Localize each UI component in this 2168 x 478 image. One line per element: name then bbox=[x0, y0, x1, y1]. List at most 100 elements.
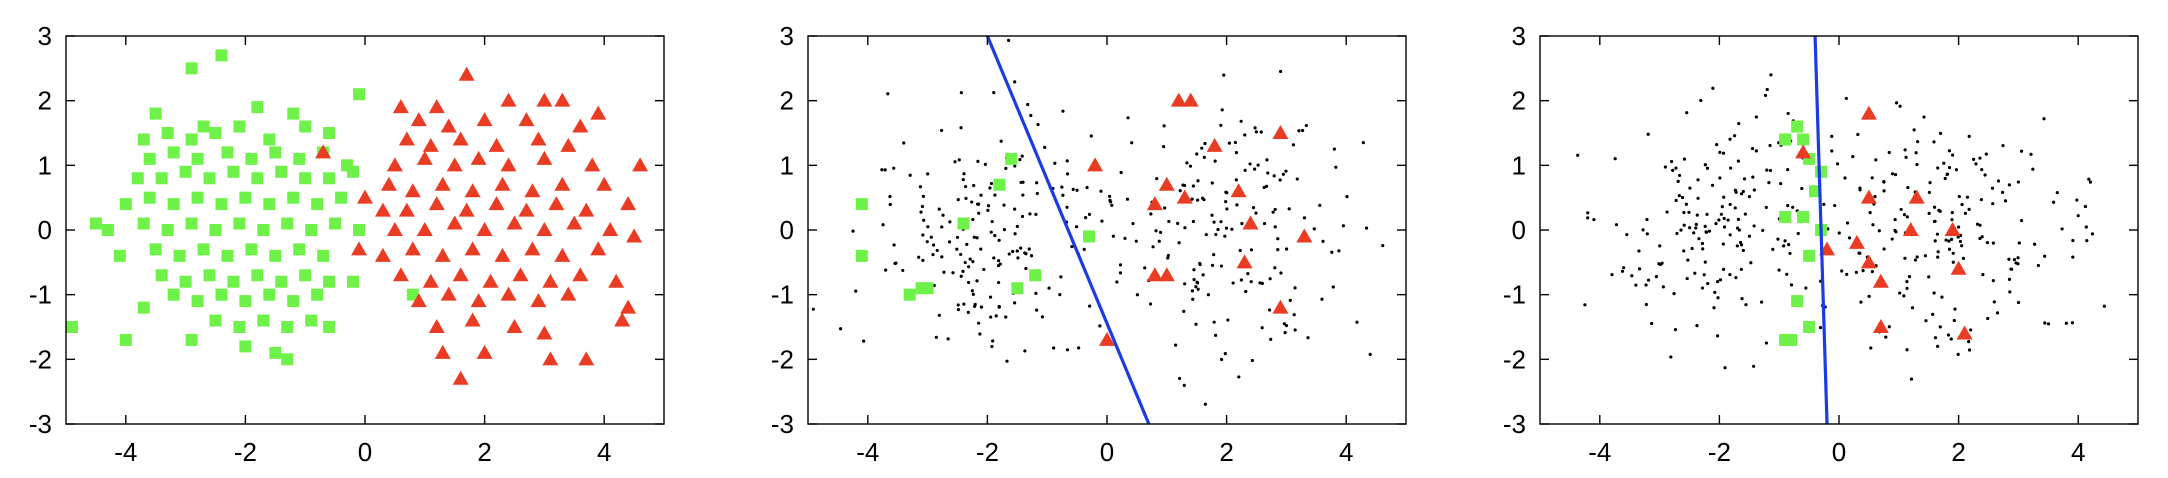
data-point-square bbox=[209, 314, 222, 327]
data-point-dot bbox=[964, 196, 968, 200]
data-point-dot bbox=[1867, 294, 1871, 298]
data-point-dot bbox=[1950, 218, 1954, 222]
data-point-dot bbox=[1276, 248, 1280, 252]
data-point-dot bbox=[1015, 224, 1019, 229]
data-point-dot bbox=[986, 208, 990, 212]
series-square bbox=[66, 49, 419, 366]
data-point-triangle bbox=[470, 150, 487, 165]
data-point-dot bbox=[1706, 281, 1710, 286]
data-point-dot bbox=[1949, 337, 1953, 341]
data-point-dot bbox=[1700, 241, 1705, 246]
data-point-dot bbox=[1312, 227, 1316, 231]
data-point-square bbox=[323, 275, 336, 288]
data-point-dot bbox=[1266, 171, 1270, 175]
data-point-dot bbox=[1871, 223, 1875, 227]
y-tick-label: 1 bbox=[780, 150, 794, 180]
data-point-dot bbox=[921, 258, 925, 263]
data-point-dot bbox=[959, 126, 963, 130]
data-point-dot bbox=[1586, 216, 1590, 220]
data-point-dot bbox=[1686, 258, 1690, 262]
data-point-dot bbox=[947, 240, 952, 244]
data-point-dot bbox=[1004, 315, 1008, 319]
data-point-triangle bbox=[1908, 189, 1925, 204]
data-point-triangle bbox=[1099, 331, 1115, 346]
x-tick-label: 2 bbox=[1951, 437, 1965, 467]
data-point-dot bbox=[2008, 290, 2012, 294]
data-point-dot bbox=[999, 139, 1003, 143]
y-tick-label: -1 bbox=[29, 280, 52, 310]
data-point-dot bbox=[1249, 280, 1253, 284]
plot-frame bbox=[807, 35, 1407, 425]
data-point-dot bbox=[1281, 172, 1285, 176]
data-point-dot bbox=[1071, 187, 1075, 191]
data-point-dot bbox=[1024, 266, 1028, 271]
data-point-square bbox=[347, 165, 360, 178]
data-point-dot bbox=[1058, 293, 1062, 297]
data-point-triangle bbox=[1206, 137, 1223, 152]
data-point-square bbox=[215, 49, 228, 62]
data-point-triangle bbox=[452, 370, 469, 385]
data-point-triangle bbox=[464, 241, 481, 256]
data-point-dot bbox=[1284, 169, 1288, 173]
data-point-square bbox=[113, 249, 126, 262]
data-point-dot bbox=[976, 159, 980, 164]
data-point-dot bbox=[1716, 279, 1720, 284]
data-point-dot bbox=[991, 339, 995, 343]
data-point-dot bbox=[1202, 155, 1206, 159]
data-point-dot bbox=[1293, 286, 1297, 290]
data-point-triangle bbox=[434, 247, 451, 262]
data-point-dot bbox=[1735, 244, 1739, 248]
data-point-dot bbox=[1947, 149, 1952, 153]
data-point-dot bbox=[1610, 273, 1614, 277]
data-point-dot bbox=[2019, 149, 2024, 153]
decision-boundary-line bbox=[1813, 36, 1829, 424]
data-point-dot bbox=[1726, 218, 1730, 222]
data-point-dot bbox=[2060, 227, 2064, 231]
data-point-dot bbox=[1196, 287, 1200, 291]
data-point-dot bbox=[1254, 211, 1258, 215]
data-point-square bbox=[323, 321, 336, 333]
data-point-square bbox=[1803, 249, 1816, 262]
data-point-dot bbox=[1733, 188, 1738, 192]
data-point-triangle bbox=[1242, 215, 1259, 230]
data-point-dot bbox=[1723, 366, 1727, 370]
data-point-dot bbox=[1710, 183, 1715, 187]
data-point-dot bbox=[1902, 213, 1907, 217]
data-point-dot bbox=[1284, 247, 1289, 251]
data-point-dot bbox=[1158, 230, 1163, 234]
data-point-dot bbox=[1028, 212, 1032, 216]
data-point-triangle bbox=[1872, 319, 1889, 333]
data-point-dot bbox=[1200, 146, 1204, 150]
data-point-dot bbox=[1779, 181, 1783, 186]
data-point-dot bbox=[1123, 236, 1127, 240]
data-point-dot bbox=[1251, 205, 1256, 210]
data-point-square bbox=[179, 275, 192, 288]
data-point-dot bbox=[990, 344, 994, 349]
data-point-dot bbox=[1191, 297, 1195, 301]
data-point-triangle bbox=[1182, 92, 1199, 107]
x-tick-label: -4 bbox=[856, 437, 879, 467]
data-point-dot bbox=[1035, 308, 1039, 312]
data-point-dot bbox=[1927, 190, 1931, 195]
data-point-dot bbox=[1702, 273, 1706, 277]
data-point-square bbox=[215, 288, 228, 301]
data-point-triangle bbox=[626, 228, 643, 243]
data-point-triangle bbox=[524, 241, 541, 256]
data-point-dot bbox=[1696, 196, 1700, 200]
data-point-dot bbox=[1029, 254, 1034, 258]
data-point-dot bbox=[1214, 232, 1218, 237]
data-point-dot bbox=[1932, 291, 1936, 295]
data-point-triangle bbox=[506, 319, 523, 333]
data-point-dot bbox=[1703, 224, 1707, 229]
data-point-dot bbox=[1830, 134, 1834, 138]
data-point-dot bbox=[1034, 291, 1038, 295]
series-triangle bbox=[1087, 92, 1313, 346]
data-point-dot bbox=[1978, 223, 1982, 227]
data-point-dot bbox=[1857, 251, 1861, 255]
data-point-dot bbox=[1695, 324, 1699, 328]
data-point-dot bbox=[1586, 211, 1590, 215]
data-point-triangle bbox=[1087, 157, 1104, 172]
data-point-dot bbox=[1183, 226, 1187, 230]
data-point-triangle bbox=[554, 247, 571, 262]
data-point-square bbox=[903, 288, 916, 301]
